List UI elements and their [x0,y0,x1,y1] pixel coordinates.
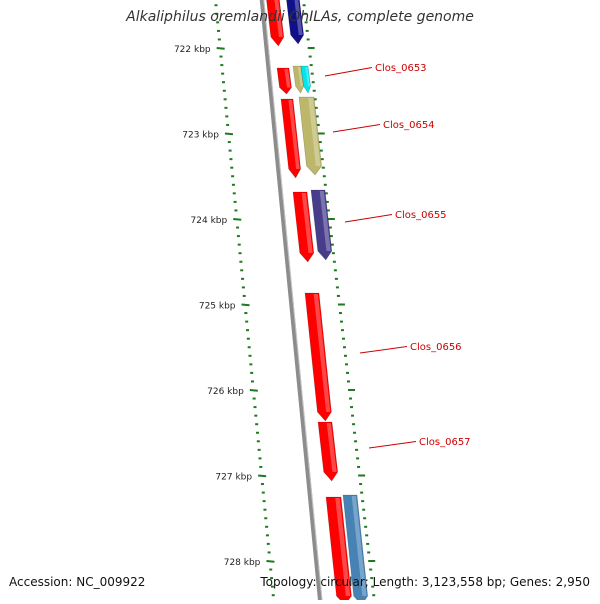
gene-arrow-clos-0653-category [292,65,304,94]
gene-arrow-clos-0655-body [292,191,315,263]
gene-arrow-clos-0653-category2 [300,65,311,94]
gene-arrow-upstream [266,0,285,47]
gene-label: Clos_0653 [375,63,427,74]
tick-label: 726 kbp [207,387,244,397]
tick-layer: 722 kbp 723 kbp 724 kbp 725 kbp 726 kbp 727 k… [174,4,376,597]
major-tick [258,474,267,478]
gene-label: Clos_0656 [410,342,462,353]
gene-arrow-clos-0657-shine [326,423,337,472]
genome-backbone [259,0,323,604]
gene-arrow-clos-0654 [280,98,301,179]
gene-arrow-clos-0654-shine [288,100,300,169]
gene-arrow-clos-0653-category2-shine [305,67,311,87]
map-title: Alkaliphilus oremlandii OhILAs, complete… [126,9,474,25]
tick-label: 724 kbp [191,216,228,226]
gene-arrow-upstream-category-shine [294,0,303,35]
label-layer: Clos_0653 Clos_0654 Clos_0655 Clos_0656 Clos… [324,63,471,449]
major-tick [233,218,242,221]
label-leader-line [344,214,393,223]
gene-arrow-clos-0654-body [280,98,301,179]
tick-label: 722 kbp [174,45,211,55]
gene-label: Clos_0654 [383,120,435,131]
tick-label: 725 kbp [199,302,236,312]
major-tick [266,560,275,563]
gene-arrow-clos-0655 [292,191,315,263]
gene-arrow-clos-0655-shine [301,193,313,253]
gene-arrow-clos-0656 [304,292,332,422]
gene-arrow-clos-0653 [276,67,292,95]
gene-label: Clos_0655 [395,210,447,221]
gene-arrow-clos-0653-shine [284,69,291,88]
accession-text: Accession: NC_009922 [9,575,146,589]
gene-arrow-clos-0655-category-body [310,189,333,261]
gene-arrow-upstream-category [286,0,304,45]
gene-arrow-clos-0653-category2-body [300,65,311,94]
gene-arrow-upstream-body [266,0,285,47]
gene-arrow-clos-0655-category [310,189,333,261]
backbone-layer [259,0,323,604]
backbone-highlight [263,0,323,604]
gene-arrow-clos-0653-category-shine [297,67,303,87]
gene-arrow-upstream-category-body [286,0,304,45]
gene-arrow-downstream-shine [335,498,351,596]
label-leader-line [332,124,381,133]
major-tick [241,303,250,307]
gene-arrow-clos-0654-category-body [298,96,322,176]
gene-arrow-clos-0653-body [276,67,292,95]
gene-arrow-clos-0657 [317,421,339,482]
gene-label: Clos_0657 [419,437,471,448]
gene-arrow-downstream-category-shine [351,496,367,596]
tick-label: 728 kbp [224,558,261,568]
feature-layer [266,0,368,604]
gene-arrow-clos-0655-category-shine [319,191,331,251]
label-leader-line [368,441,417,449]
gene-arrow-clos-0654-category-shine [308,98,321,166]
topology-text: Topology: circular; Length: 3,123,558 bp… [260,575,590,589]
gene-arrow-clos-0657-body [317,421,339,482]
major-tick [249,389,258,392]
gene-arrow-clos-0656-body [304,292,332,422]
gene-arrow-clos-0654-category [298,96,322,176]
tick-label: 727 kbp [215,473,252,483]
label-leader-line [359,346,408,354]
label-leader-line [324,67,373,77]
gene-arrow-clos-0653-category-body [292,65,304,94]
major-tick [224,132,234,136]
gene-arrow-upstream-shine [274,0,283,37]
gene-arrow-clos-0656-shine [313,294,331,412]
tick-label: 723 kbp [182,131,219,141]
major-tick [216,47,225,50]
